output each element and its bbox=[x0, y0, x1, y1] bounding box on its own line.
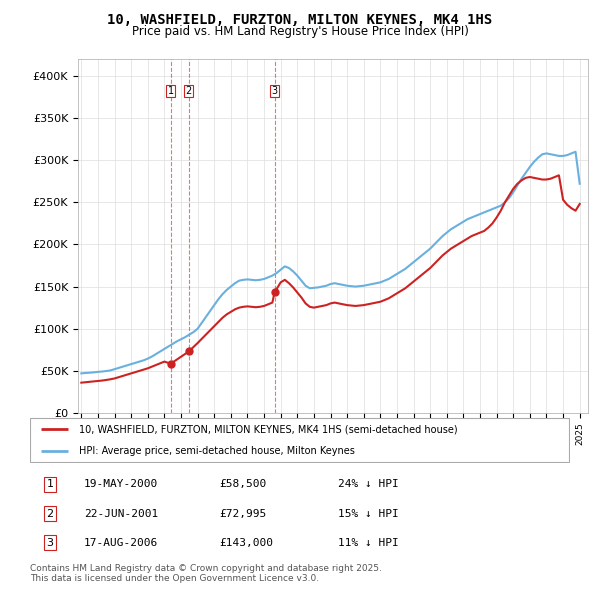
Text: 1: 1 bbox=[167, 86, 174, 96]
Text: 19-MAY-2000: 19-MAY-2000 bbox=[84, 480, 158, 489]
Text: HPI: Average price, semi-detached house, Milton Keynes: HPI: Average price, semi-detached house,… bbox=[79, 446, 355, 456]
Text: 1: 1 bbox=[46, 480, 53, 489]
Text: 11% ↓ HPI: 11% ↓ HPI bbox=[338, 538, 398, 548]
Text: 10, WASHFIELD, FURZTON, MILTON KEYNES, MK4 1HS (semi-detached house): 10, WASHFIELD, FURZTON, MILTON KEYNES, M… bbox=[79, 424, 457, 434]
Text: 10, WASHFIELD, FURZTON, MILTON KEYNES, MK4 1HS: 10, WASHFIELD, FURZTON, MILTON KEYNES, M… bbox=[107, 13, 493, 27]
Text: 15% ↓ HPI: 15% ↓ HPI bbox=[338, 509, 398, 519]
Text: 17-AUG-2006: 17-AUG-2006 bbox=[84, 538, 158, 548]
Text: 24% ↓ HPI: 24% ↓ HPI bbox=[338, 480, 398, 489]
Text: £72,995: £72,995 bbox=[219, 509, 266, 519]
Text: 3: 3 bbox=[271, 86, 278, 96]
Text: 2: 2 bbox=[46, 509, 53, 519]
Text: Contains HM Land Registry data © Crown copyright and database right 2025.: Contains HM Land Registry data © Crown c… bbox=[30, 563, 382, 572]
Text: 3: 3 bbox=[46, 538, 53, 548]
Text: Price paid vs. HM Land Registry's House Price Index (HPI): Price paid vs. HM Land Registry's House … bbox=[131, 25, 469, 38]
FancyBboxPatch shape bbox=[30, 418, 569, 462]
Text: 2: 2 bbox=[185, 86, 192, 96]
Text: 22-JUN-2001: 22-JUN-2001 bbox=[84, 509, 158, 519]
Text: £143,000: £143,000 bbox=[219, 538, 273, 548]
Text: This data is licensed under the Open Government Licence v3.0.: This data is licensed under the Open Gov… bbox=[30, 573, 319, 582]
Text: £58,500: £58,500 bbox=[219, 480, 266, 489]
